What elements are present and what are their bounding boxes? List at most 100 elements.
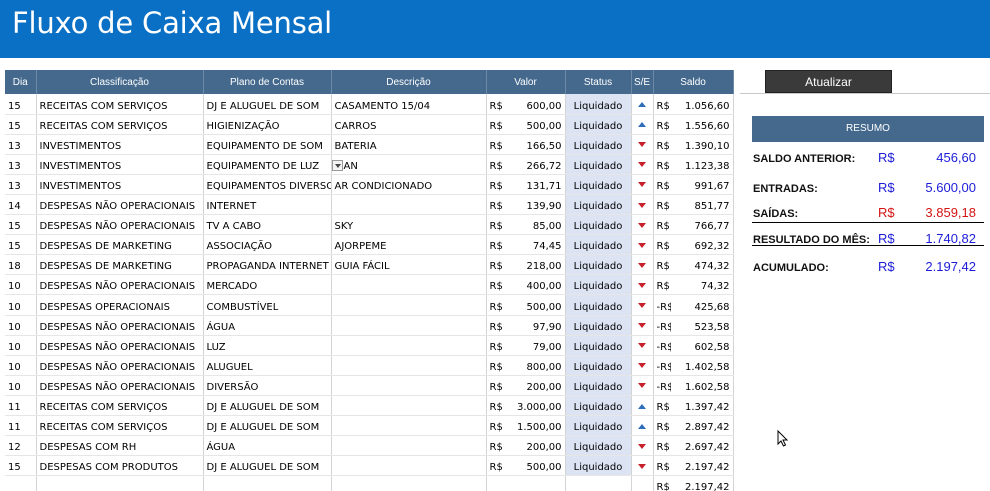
cell-classificacao[interactable]: DESPESAS NÃO OPERACIONAIS [36, 214, 204, 236]
cell-valor[interactable]: 500,00 [511, 455, 566, 477]
cell-valor[interactable]: 131,71 [511, 174, 566, 195]
cell-classificacao[interactable]: DESPESAS DE MARKETING [36, 234, 204, 256]
cell-dia[interactable]: 15 [5, 94, 37, 115]
cell-saldo-currency[interactable]: R$ [653, 94, 672, 115]
cell-plano[interactable]: TV A CABO [203, 214, 332, 236]
cell-status[interactable]: Liquidado [565, 375, 632, 396]
cell-valor[interactable]: 400,00 [511, 274, 566, 296]
cell-saldo-currency[interactable]: R$ [653, 254, 672, 276]
table-row[interactable]: 15 DESPESAS NÃO OPERACIONAIS TV A CABO SKY R… [5, 214, 734, 236]
cell-dia[interactable]: 11 [5, 415, 37, 437]
cell-saldo-currency[interactable]: R$ [653, 395, 672, 417]
cell-saldo-currency[interactable]: -R$ [653, 375, 672, 396]
cell-descricao[interactable] [331, 335, 487, 356]
cell-se[interactable] [631, 254, 654, 276]
cell-descricao[interactable]: BATERIA [331, 134, 487, 155]
cell-descricao[interactable] [331, 294, 487, 316]
cell-plano[interactable]: MERCADO [203, 274, 332, 296]
cell-se[interactable] [631, 274, 654, 296]
cell-valor-currency[interactable]: R$ [486, 415, 511, 437]
cell-valor[interactable]: 3.000,00 [511, 395, 566, 417]
table-row[interactable]: 10 DESPESAS OPERACIONAIS COMBUSTÍVEL R$ 500,… [5, 294, 734, 316]
cell-descricao[interactable] [331, 395, 487, 417]
cell-plano[interactable]: ALUGUEL [203, 355, 332, 376]
cell-plano[interactable]: INTERNET [203, 194, 332, 216]
cell-valor[interactable] [511, 475, 566, 491]
cell-descricao[interactable] [331, 455, 487, 477]
cell-plano[interactable]: DIVERSÃO [203, 375, 332, 396]
cell-se[interactable] [631, 315, 654, 336]
table-row[interactable]: 12 DESPESAS COM RH ÁGUA R$ 200,00 Liquidado R$… [5, 435, 734, 457]
cell-valor-currency[interactable]: R$ [486, 214, 511, 236]
cell-dia[interactable]: 10 [5, 315, 37, 336]
cell-classificacao[interactable]: INVESTIMENTOS [36, 134, 204, 155]
cell-descricao[interactable]: AN [331, 154, 487, 175]
cell-valor-currency[interactable]: R$ [486, 375, 511, 396]
cell-plano[interactable]: DJ E ALUGUEL DE SOM [203, 395, 332, 417]
table-row[interactable]: 15 RECEITAS COM SERVIÇOS DJ E ALUGUEL DE S… [5, 94, 734, 115]
cell-saldo-currency[interactable]: -R$ [653, 315, 672, 336]
col-header-saldo[interactable]: Saldo [653, 70, 734, 94]
cell-saldo[interactable]: 1.123,38 [671, 154, 734, 175]
cell-descricao[interactable] [331, 435, 487, 457]
table-row[interactable]: 10 DESPESAS NÃO OPERACIONAIS ALUGUEL R$ 800,… [5, 355, 734, 376]
cell-plano[interactable]: DJ E ALUGUEL DE SOM [203, 455, 332, 477]
cell-descricao[interactable] [331, 475, 487, 491]
col-header-se[interactable]: S/E [631, 70, 654, 94]
cell-descricao[interactable]: GUIA FÁCIL [331, 254, 487, 276]
cell-saldo[interactable]: 1.390,10 [671, 134, 734, 155]
cell-dia[interactable]: 15 [5, 214, 37, 236]
cell-dia[interactable]: 15 [5, 114, 37, 135]
cell-valor[interactable]: 85,00 [511, 214, 566, 236]
table-row[interactable]: 10 DESPESAS NÃO OPERACIONAIS LUZ R$ 79,00 Liq… [5, 335, 734, 356]
cell-valor-currency[interactable]: R$ [486, 395, 511, 417]
cell-saldo-currency[interactable]: -R$ [653, 335, 672, 356]
cell-saldo[interactable]: 692,32 [671, 234, 734, 256]
cell-plano[interactable]: ASSOCIAÇÃO [203, 234, 332, 256]
cell-se[interactable] [631, 415, 654, 437]
cell-saldo[interactable]: 2.697,42 [671, 435, 734, 457]
cell-plano[interactable]: DJ E ALUGUEL DE SOM [203, 415, 332, 437]
cell-saldo-currency[interactable]: R$ [653, 475, 672, 491]
cell-valor[interactable]: 74,45 [511, 234, 566, 256]
table-row[interactable]: R$ 2.197,42 [5, 475, 734, 491]
cell-dia[interactable]: 15 [5, 234, 37, 256]
cell-dia[interactable]: 10 [5, 375, 37, 396]
cell-classificacao[interactable]: RECEITAS COM SERVIÇOS [36, 114, 204, 135]
cell-status[interactable] [565, 475, 632, 491]
cell-saldo[interactable]: 74,32 [671, 274, 734, 296]
cell-classificacao[interactable]: DESPESAS NÃO OPERACIONAIS [36, 355, 204, 376]
cell-se[interactable] [631, 134, 654, 155]
cell-dia[interactable]: 13 [5, 154, 37, 175]
cell-status[interactable]: Liquidado [565, 315, 632, 336]
cell-valor-currency[interactable]: R$ [486, 315, 511, 336]
cell-classificacao[interactable]: DESPESAS COM PRODUTOS [36, 455, 204, 477]
cell-saldo-currency[interactable]: R$ [653, 194, 672, 216]
cell-se[interactable] [631, 335, 654, 356]
cell-valor-currency[interactable]: R$ [486, 254, 511, 276]
cell-status[interactable]: Liquidado [565, 114, 632, 135]
cell-classificacao[interactable]: INVESTIMENTOS [36, 174, 204, 195]
cell-valor-currency[interactable]: R$ [486, 174, 511, 195]
cell-classificacao[interactable]: DESPESAS DE MARKETING [36, 254, 204, 276]
cell-valor[interactable]: 139,90 [511, 194, 566, 216]
cell-dia[interactable] [5, 475, 37, 491]
cell-saldo[interactable]: 1.602,58 [671, 375, 734, 396]
cell-status[interactable]: Liquidado [565, 395, 632, 417]
cell-valor-currency[interactable]: R$ [486, 94, 511, 115]
cell-status[interactable]: Liquidado [565, 355, 632, 376]
cell-se[interactable] [631, 435, 654, 457]
cell-descricao[interactable]: AR CONDICIONADO [331, 174, 487, 195]
cell-plano[interactable]: HIGIENIZAÇÃO [203, 114, 332, 135]
cell-valor[interactable]: 500,00 [511, 294, 566, 316]
cell-saldo[interactable]: 1.402,58 [671, 355, 734, 376]
cell-classificacao[interactable]: DESPESAS NÃO OPERACIONAIS [36, 375, 204, 396]
cell-plano[interactable]: DJ E ALUGUEL DE SOM [203, 94, 332, 115]
cell-saldo[interactable]: 425,68 [671, 294, 734, 316]
cell-saldo-currency[interactable]: R$ [653, 234, 672, 256]
cell-valor-currency[interactable]: R$ [486, 435, 511, 457]
cell-classificacao[interactable]: RECEITAS COM SERVIÇOS [36, 415, 204, 437]
cell-saldo[interactable]: 523,58 [671, 315, 734, 336]
col-header-plano[interactable]: Plano de Contas [203, 70, 332, 94]
cell-status[interactable]: Liquidado [565, 94, 632, 115]
